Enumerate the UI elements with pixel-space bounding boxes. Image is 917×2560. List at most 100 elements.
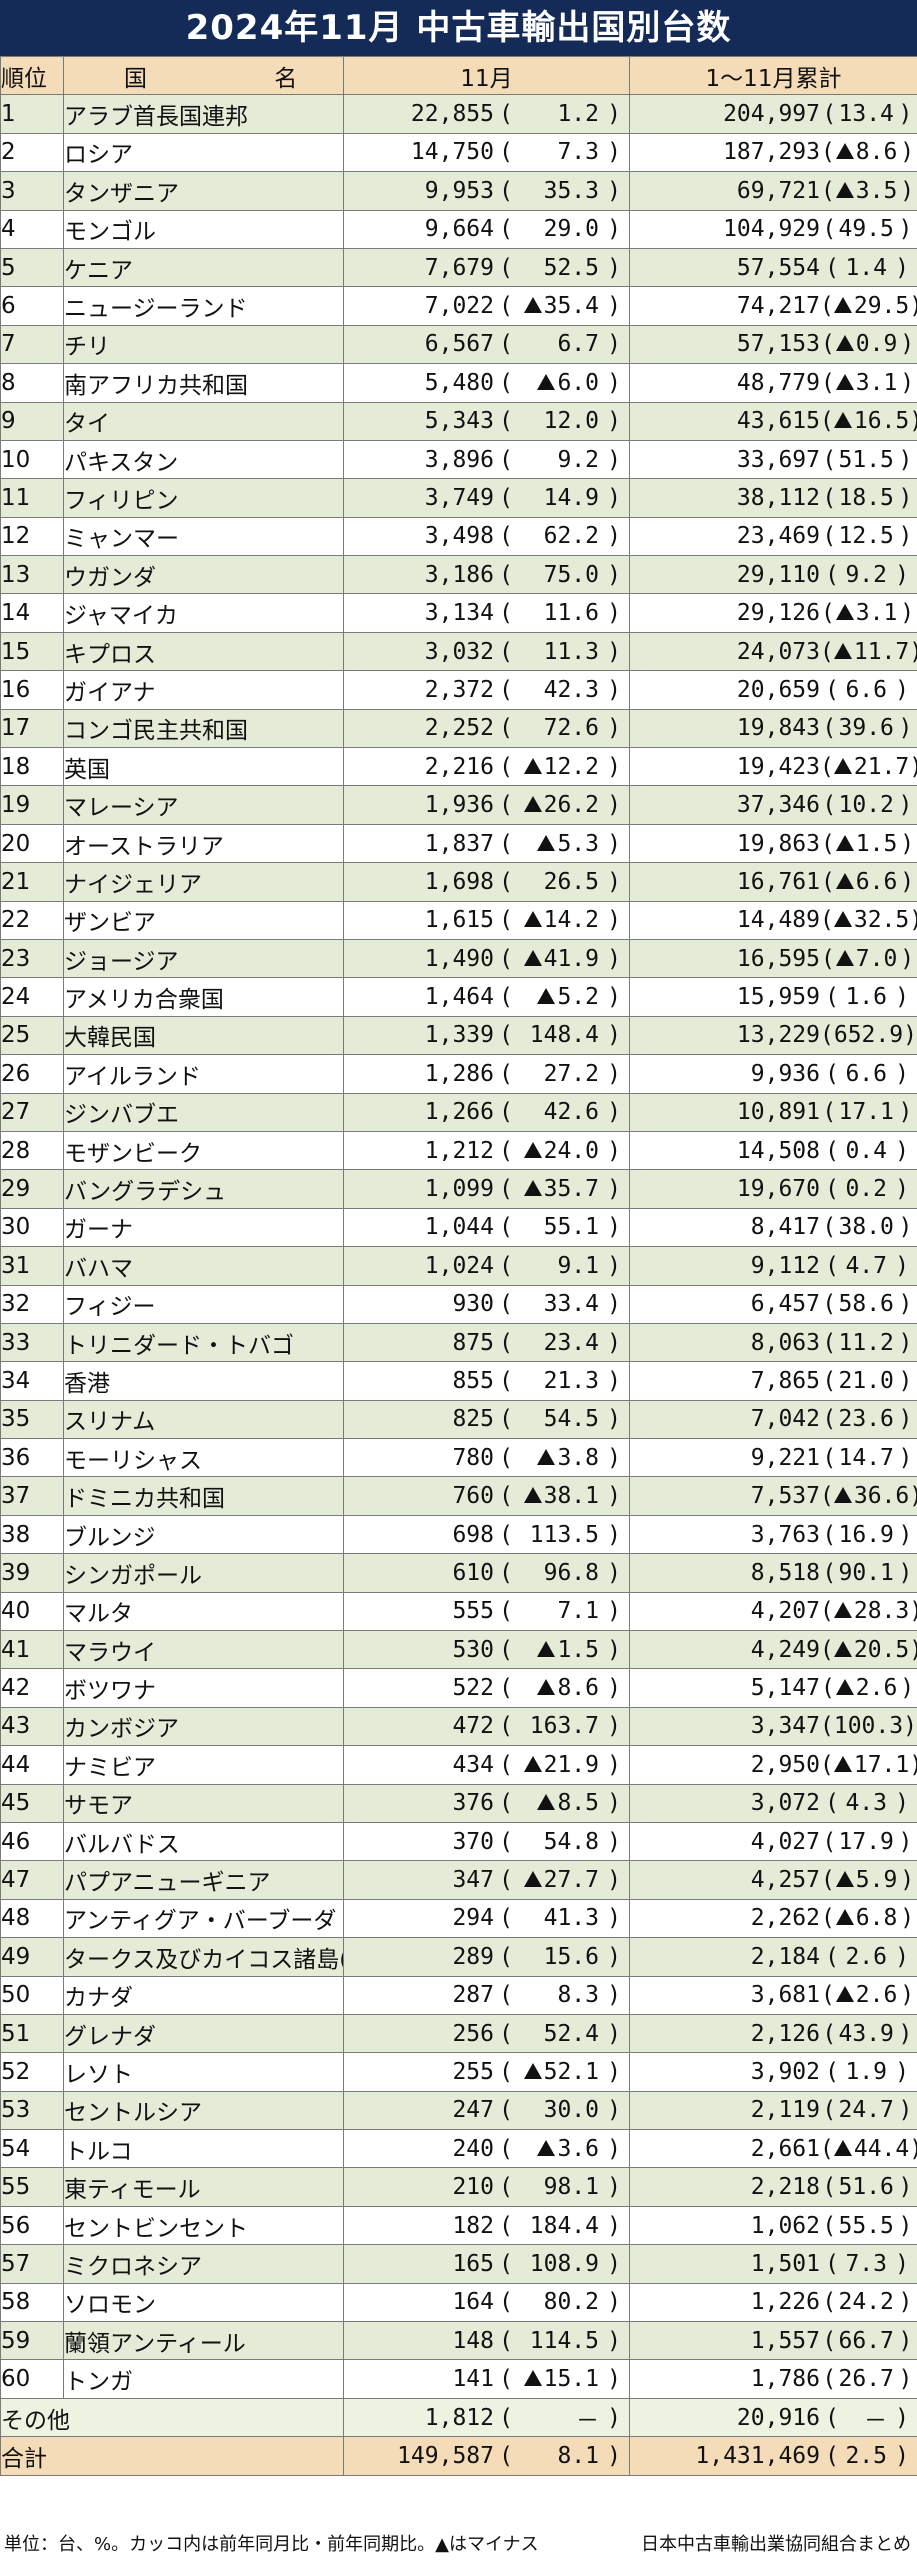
cum-cell: 9,221(14.7) [629, 1438, 917, 1478]
month-cell: 247(30.0) [343, 2090, 630, 2131]
rank-cell: 51 [0, 2013, 64, 2054]
cum-count: 1,501 [750, 2250, 820, 2277]
export-table: 順位 国 名 11月 1～11月累計 1 アラブ首長国連邦 22,855(1.2) 2… [0, 55, 917, 2476]
other-month-pct: － [576, 2407, 599, 2434]
country-name: トリニダード・トバゴ [63, 1322, 344, 1363]
cum-count: 48,779 [736, 369, 820, 396]
minus-triangle-icon [833, 1602, 852, 1619]
cum-cell: 204,997(13.4) [629, 94, 917, 134]
month-cell: 434(21.9) [343, 1745, 630, 1785]
cum-count: 38,112 [736, 484, 820, 511]
country-name: フィリピン [63, 478, 344, 518]
table-row: 8 南アフリカ共和国 5,480(6.0) 48,779(3.1) [0, 363, 917, 403]
month-pct: 113.5 [529, 1521, 599, 1548]
month-pct: 23.4 [543, 1329, 599, 1356]
table-row: 46 バルバドス 370(54.8) 4,027(17.9) [0, 1821, 917, 1862]
cum-cell: 14,489(32.5) [629, 900, 917, 940]
cum-pct: 2.6 [845, 1943, 887, 1970]
rank-cell: 20 [0, 823, 64, 864]
cum-pct: 43.9 [838, 2020, 894, 2047]
cum-pct: 66.7 [838, 2327, 894, 2354]
cum-count: 2,262 [750, 1905, 820, 1932]
rank-cell: 58 [0, 2282, 64, 2323]
minus-triangle-icon [835, 1679, 854, 1696]
month-pct: 1.2 [557, 101, 599, 128]
country-name: ロシア [63, 132, 344, 173]
month-cell: 3,186(75.0) [343, 555, 630, 595]
cum-pct: 36.6 [853, 1483, 910, 1510]
cum-pct: 26.7 [838, 2366, 894, 2393]
month-cell: 5,480(6.0) [343, 363, 630, 403]
rank-cell: 42 [0, 1668, 64, 1708]
table-row: 10 パキスタン 3,896(9.2) 33,697(51.5) [0, 439, 917, 480]
month-pct: 11.6 [543, 600, 599, 627]
cum-pct: 38.0 [838, 1214, 894, 1241]
month-pct: 14.9 [543, 484, 599, 511]
rank-cell: 33 [0, 1322, 64, 1363]
table-row: 29 バングラデシュ 1,099(35.7) 19,670(0.2) [0, 1169, 917, 1209]
month-cell: 294(41.3) [343, 1898, 630, 1939]
cum-count: 14,508 [736, 1137, 820, 1164]
country-name: セントビンセント [63, 2205, 344, 2246]
country-name: ブルンジ [63, 1514, 344, 1555]
table-body: 1 アラブ首長国連邦 22,855(1.2) 204,997(13.4) 2 ロシア 14,… [0, 94, 917, 2399]
cum-pct: 11.2 [838, 1329, 894, 1356]
rank-cell: 45 [0, 1783, 64, 1823]
table-row: 2 ロシア 14,750(7.3) 187,293(8.6) [0, 132, 917, 173]
country-name: シンガポール [63, 1553, 344, 1593]
cum-count: 20,659 [736, 676, 820, 703]
footer-note: 単位：台、%。カッコ内は前年同月比・前年同期比。▲はマイナス [4, 2534, 539, 2555]
month-cell: 2,252(72.6) [343, 708, 630, 749]
month-pct: 52.5 [543, 254, 599, 281]
cum-pct: 652.9 [833, 1022, 904, 1049]
cum-cell: 16,595(7.0) [629, 938, 917, 979]
month-cell: 376(8.5) [343, 1783, 630, 1823]
table-row: 50 カナダ 287(8.3) 3,681(2.6) [0, 1975, 917, 2015]
total-label: 合計 [0, 2436, 344, 2476]
rank-cell: 17 [0, 708, 64, 749]
country-name: ザンビア [63, 900, 344, 940]
cum-count: 7,865 [750, 1367, 820, 1394]
month-pct: 54.5 [543, 1406, 599, 1433]
cum-count: 14,489 [736, 907, 820, 934]
table-row: 55 東ティモール 210(98.1) 2,218(51.6) [0, 2167, 917, 2207]
table-row: 30 ガーナ 1,044(55.1) 8,417(38.0) [0, 1207, 917, 1248]
month-cell: 3,498(62.2) [343, 516, 630, 557]
month-count: 2,252 [424, 715, 494, 742]
rank-cell: 12 [0, 516, 64, 557]
cum-pct: 3.5 [855, 177, 898, 204]
month-count: 760 [452, 1483, 494, 1510]
country-name: ウガンダ [63, 555, 344, 595]
cum-count: 74,217 [736, 293, 820, 320]
country-name: バングラデシュ [63, 1169, 344, 1209]
month-count: 1,266 [424, 1099, 494, 1126]
month-pct: 27.2 [543, 1060, 599, 1087]
rank-cell: 21 [0, 862, 64, 902]
table-row: 60 トンガ 141(15.1) 1,786(26.7) [0, 2359, 917, 2399]
month-pct: 80.2 [543, 2289, 599, 2316]
month-pct: 21.3 [543, 1367, 599, 1394]
month-pct: 96.8 [543, 1559, 599, 1586]
minus-triangle-icon [523, 757, 542, 774]
table-row: 19 マレーシア 1,936(26.2) 37,346(10.2) [0, 785, 917, 825]
total-month-count: 149,587 [397, 2442, 494, 2469]
month-cell: 1,044(55.1) [343, 1207, 630, 1248]
country-name: 南アフリカ共和国 [63, 363, 344, 403]
month-cell: 1,615(14.2) [343, 900, 630, 940]
month-cell: 3,032(11.3) [343, 631, 630, 672]
cum-pct: 44.4 [853, 2135, 910, 2162]
country-name: 大韓民国 [63, 1015, 344, 1056]
month-cell: 148(114.5) [343, 2321, 630, 2361]
month-cell: 370(54.8) [343, 1821, 630, 1862]
minus-triangle-icon [835, 1871, 854, 1888]
month-count: 1,339 [424, 1022, 494, 1049]
month-count: 825 [452, 1406, 494, 1433]
table-row: 5 ケニア 7,679(52.5) 57,554(1.4) [0, 247, 917, 288]
cum-cell: 38,112(18.5) [629, 478, 917, 518]
cum-pct: 24.2 [838, 2289, 894, 2316]
month-pct: 26.2 [543, 792, 599, 819]
cum-count: 2,218 [750, 2174, 820, 2201]
